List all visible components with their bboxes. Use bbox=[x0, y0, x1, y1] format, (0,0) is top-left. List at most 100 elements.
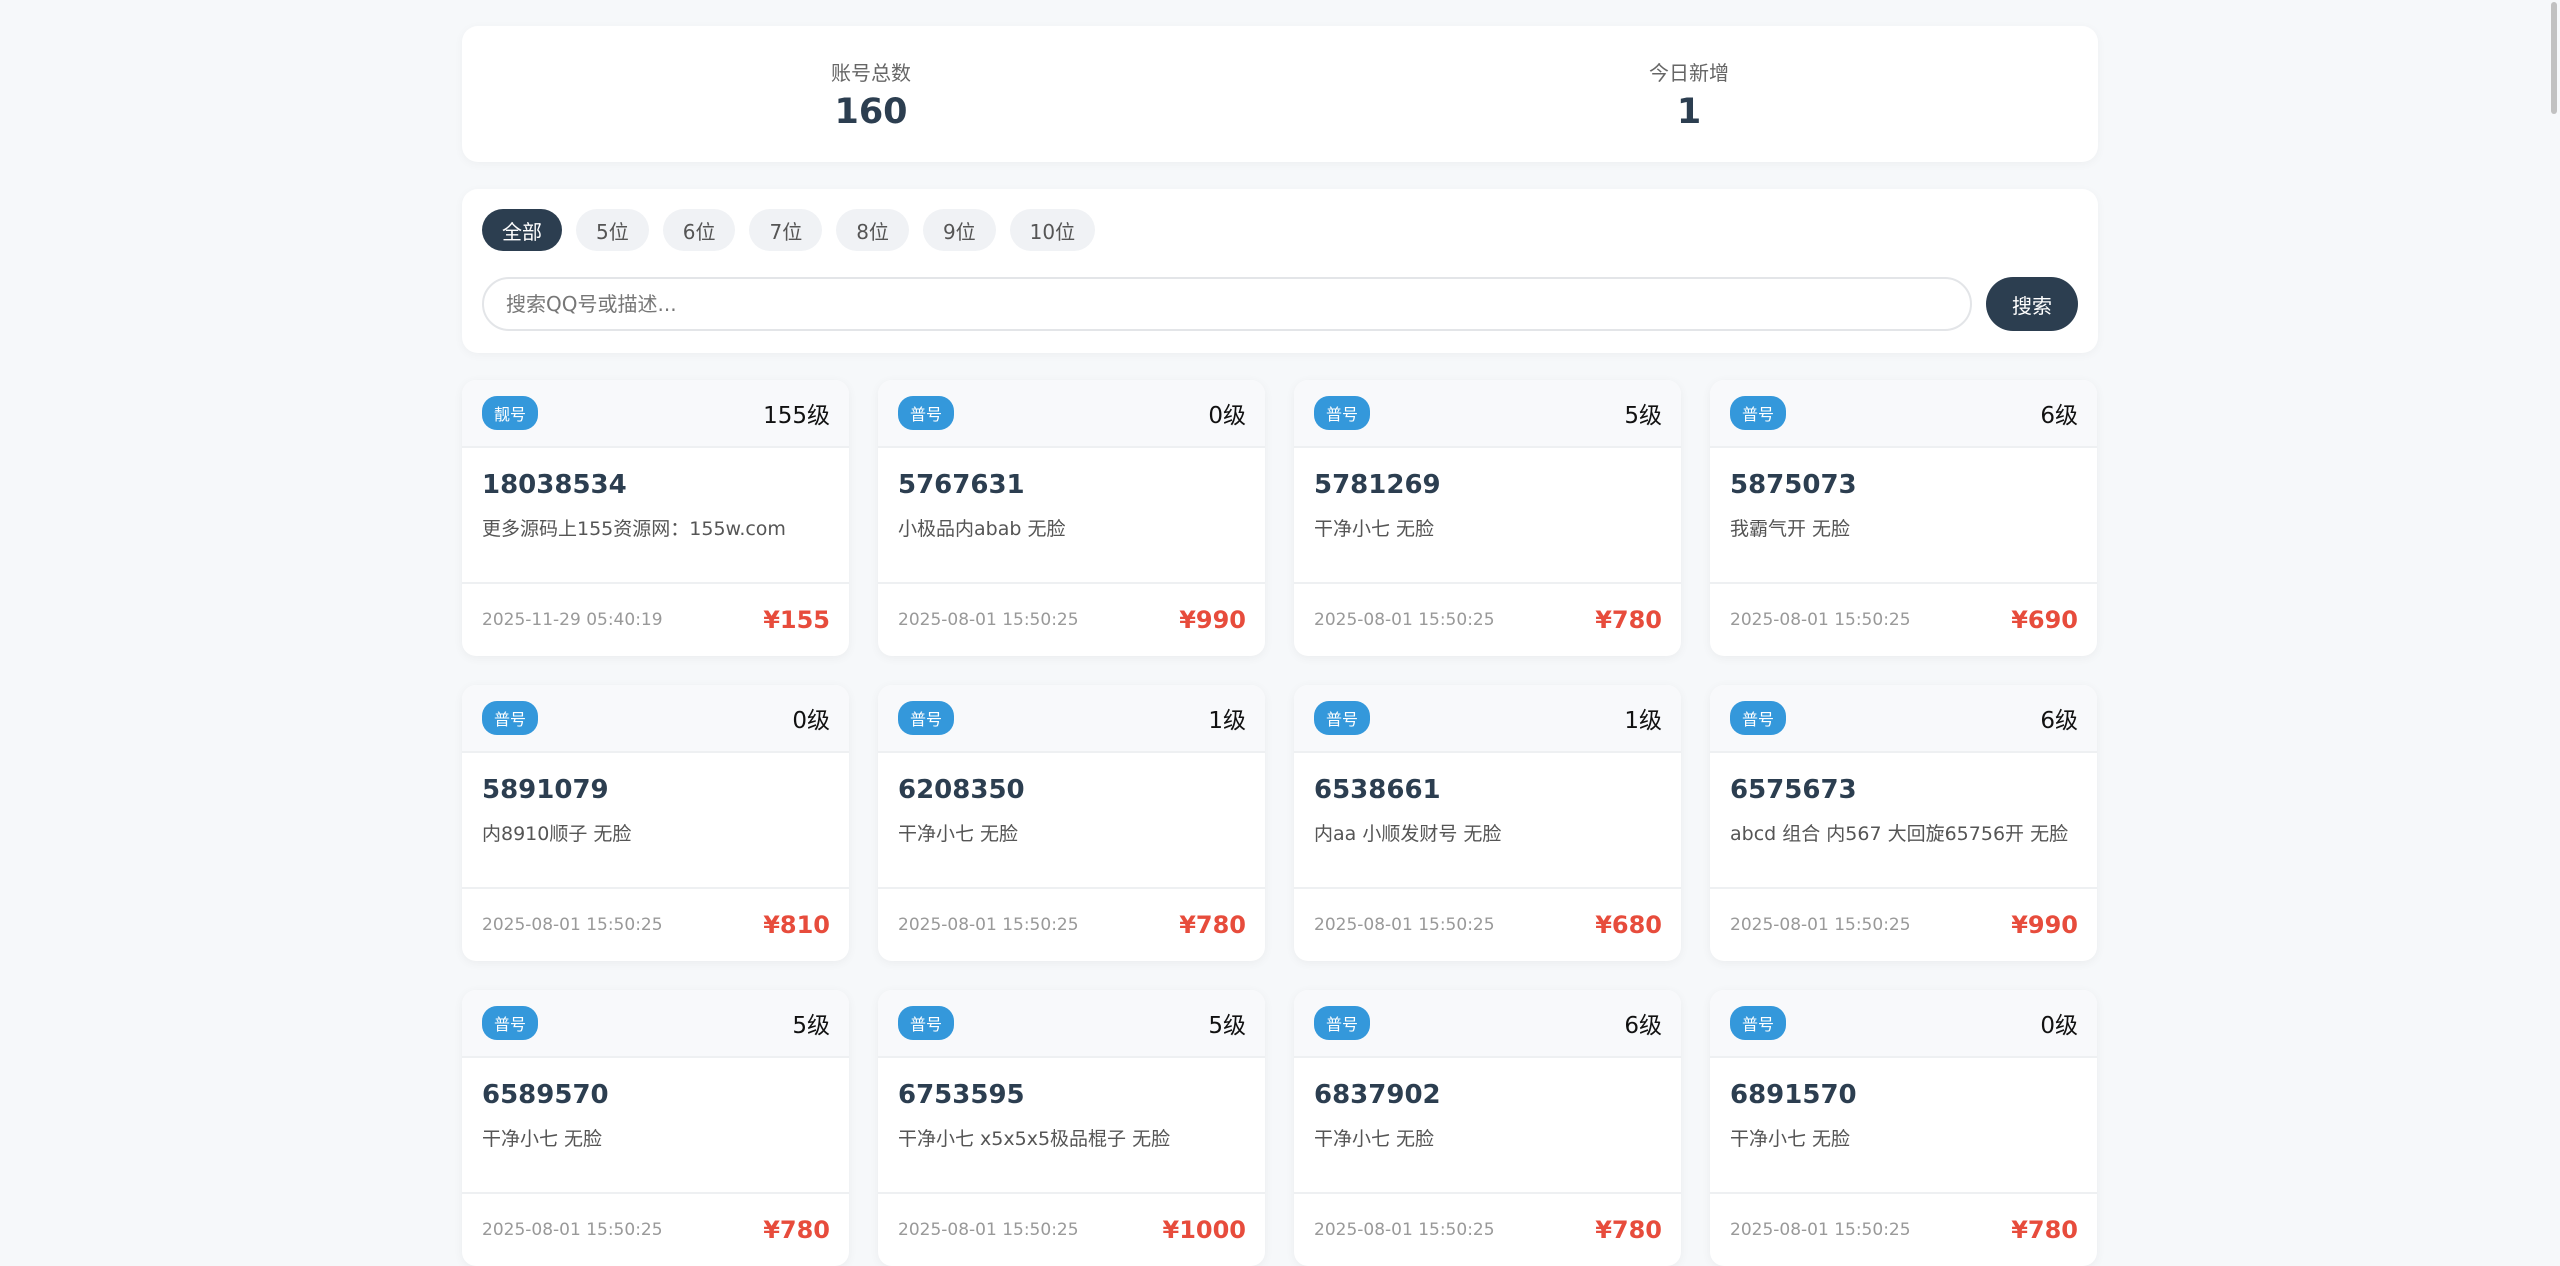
account-price: ¥780 bbox=[1595, 1216, 1662, 1244]
account-description: 干净小七 x5x5x5极品棍子 无脸 bbox=[898, 1128, 1171, 1150]
account-card[interactable]: 普号 0级 6891570 干净小七 无脸 2025-08-01 15:50:25 ¥78… bbox=[1710, 990, 2097, 1266]
account-description: 内8910顺子 无脸 bbox=[482, 823, 632, 845]
account-price: ¥780 bbox=[1595, 606, 1662, 634]
account-card[interactable]: 普号 6级 6575673 abcd 组合 内567 大回旋65756开 无脸 2025… bbox=[1710, 685, 2097, 961]
account-price: ¥780 bbox=[2011, 1216, 2078, 1244]
account-type-badge: 普号 bbox=[898, 396, 955, 430]
card-body: 18038534 更多源码上155资源网：155w.com bbox=[462, 448, 849, 584]
card-body: 5875073 我霸气开 无脸 bbox=[1710, 448, 2097, 584]
listing-date: 2025-08-01 15:50:25 bbox=[898, 610, 1079, 630]
listing-date: 2025-08-01 15:50:25 bbox=[1314, 610, 1495, 630]
account-description: 干净小七 无脸 bbox=[1730, 1128, 1851, 1150]
card-body: 6753595 干净小七 x5x5x5极品棍子 无脸 bbox=[878, 1058, 1265, 1194]
card-header: 普号 0级 bbox=[462, 685, 849, 753]
account-card[interactable]: 普号 0级 5767631 小极品内abab 无脸 2025-08-01 15:50:2… bbox=[878, 380, 1265, 656]
account-card[interactable]: 普号 6级 6837902 干净小七 无脸 2025-08-01 15:50:25 ¥78… bbox=[1294, 990, 1681, 1266]
account-card[interactable]: 普号 0级 5891079 内8910顺子 无脸 2025-08-01 15:50:25… bbox=[462, 685, 849, 961]
account-description: abcd 组合 内567 大回旋65756开 无脸 bbox=[1730, 823, 2069, 845]
card-footer: 2025-08-01 15:50:25 ¥780 bbox=[878, 889, 1265, 961]
account-level: 0级 bbox=[792, 708, 830, 734]
scrollbar[interactable] bbox=[2546, 0, 2560, 1249]
card-header: 靓号 155级 bbox=[462, 380, 849, 448]
filter-tab[interactable]: 6位 bbox=[662, 209, 736, 251]
account-level: 5级 bbox=[1624, 403, 1662, 429]
card-body: 5891079 内8910顺子 无脸 bbox=[462, 753, 849, 889]
account-level: 0级 bbox=[2040, 1013, 2078, 1039]
search-button[interactable]: 搜索 bbox=[1986, 277, 2078, 331]
qq-number: 6589570 bbox=[482, 1080, 609, 1110]
card-body: 5767631 小极品内abab 无脸 bbox=[878, 448, 1265, 584]
account-card[interactable]: 普号 5级 6753595 干净小七 x5x5x5极品棍子 无脸 2025-08-01 … bbox=[878, 990, 1265, 1266]
filter-tab[interactable]: 7位 bbox=[749, 209, 823, 251]
account-level: 1级 bbox=[1624, 708, 1662, 734]
account-level: 0级 bbox=[1208, 403, 1246, 429]
listing-date: 2025-11-29 05:40:19 bbox=[482, 610, 663, 630]
filter-tab[interactable]: 全部 bbox=[482, 209, 562, 251]
listing-date: 2025-08-01 15:50:25 bbox=[898, 1220, 1079, 1240]
listing-date: 2025-08-01 15:50:25 bbox=[1314, 1220, 1495, 1240]
account-description: 干净小七 无脸 bbox=[1314, 518, 1435, 540]
account-type-badge: 普号 bbox=[898, 1006, 955, 1040]
account-type-badge: 靓号 bbox=[482, 396, 539, 430]
card-body: 6837902 干净小七 无脸 bbox=[1294, 1058, 1681, 1194]
stat-label: 今日新增 bbox=[1649, 60, 1729, 85]
card-footer: 2025-08-01 15:50:25 ¥780 bbox=[1710, 1194, 2097, 1266]
listing-date: 2025-08-01 15:50:25 bbox=[898, 915, 1079, 935]
account-level: 1级 bbox=[1208, 708, 1246, 734]
account-card[interactable]: 普号 1级 6538661 内aa 小顺发财号 无脸 2025-08-01 15:50:… bbox=[1294, 685, 1681, 961]
card-footer: 2025-08-01 15:50:25 ¥1000 bbox=[878, 1194, 1265, 1266]
card-header: 普号 0级 bbox=[878, 380, 1265, 448]
listing-date: 2025-08-01 15:50:25 bbox=[1314, 915, 1495, 935]
account-level: 5级 bbox=[792, 1013, 830, 1039]
account-description: 我霸气开 无脸 bbox=[1730, 518, 1851, 540]
account-price: ¥1000 bbox=[1162, 1216, 1247, 1244]
account-price: ¥990 bbox=[1179, 606, 1246, 634]
qq-number: 5891079 bbox=[482, 775, 609, 805]
card-footer: 2025-08-01 15:50:25 ¥780 bbox=[1294, 1194, 1681, 1266]
account-price: ¥780 bbox=[763, 1216, 830, 1244]
account-card[interactable]: 普号 5级 5781269 干净小七 无脸 2025-08-01 15:50:25 ¥78… bbox=[1294, 380, 1681, 656]
stat-value: 1 bbox=[1676, 91, 1702, 132]
qq-number: 5767631 bbox=[898, 470, 1025, 500]
length-filter-tabs: 全部 5位 6位 7位 8位 9位 10位 bbox=[482, 209, 2078, 251]
account-description: 干净小七 无脸 bbox=[1314, 1128, 1435, 1150]
card-footer: 2025-08-01 15:50:25 ¥690 bbox=[1710, 584, 2097, 656]
card-footer: 2025-11-29 05:40:19 ¥155 bbox=[462, 584, 849, 656]
card-header: 普号 0级 bbox=[1710, 990, 2097, 1058]
account-grid: 靓号 155级 18038534 更多源码上155资源网：155w.com 2025-1… bbox=[462, 380, 2098, 1266]
filter-tab[interactable]: 10位 bbox=[1009, 209, 1096, 251]
account-card[interactable]: 普号 6级 5875073 我霸气开 无脸 2025-08-01 15:50:25 ¥69… bbox=[1710, 380, 2097, 656]
card-footer: 2025-08-01 15:50:25 ¥990 bbox=[1710, 889, 2097, 961]
account-type-badge: 普号 bbox=[1730, 701, 1787, 735]
card-footer: 2025-08-01 15:50:25 ¥780 bbox=[462, 1194, 849, 1266]
account-card[interactable]: 普号 5级 6589570 干净小七 无脸 2025-08-01 15:50:25 ¥78… bbox=[462, 990, 849, 1266]
card-footer: 2025-08-01 15:50:25 ¥780 bbox=[1294, 584, 1681, 656]
card-footer: 2025-08-01 15:50:25 ¥990 bbox=[878, 584, 1265, 656]
account-card[interactable]: 靓号 155级 18038534 更多源码上155资源网：155w.com 2025-1… bbox=[462, 380, 849, 656]
account-level: 5级 bbox=[1208, 1013, 1246, 1039]
card-header: 普号 6级 bbox=[1710, 380, 2097, 448]
account-type-badge: 普号 bbox=[1314, 701, 1371, 735]
scrollbar-thumb[interactable] bbox=[2551, 2, 2557, 114]
search-input[interactable] bbox=[482, 277, 1972, 331]
account-price: ¥690 bbox=[2011, 606, 2078, 634]
account-description: 更多源码上155资源网：155w.com bbox=[482, 518, 786, 540]
card-body: 6589570 干净小七 无脸 bbox=[462, 1058, 849, 1194]
filter-tab[interactable]: 8位 bbox=[836, 209, 909, 251]
account-card[interactable]: 普号 1级 6208350 干净小七 无脸 2025-08-01 15:50:25 ¥78… bbox=[878, 685, 1265, 961]
filter-tab[interactable]: 9位 bbox=[922, 209, 996, 251]
card-header: 普号 6级 bbox=[1294, 990, 1681, 1058]
stat-today-new: 今日新增 1 bbox=[1280, 26, 2098, 162]
account-price: ¥155 bbox=[763, 606, 830, 634]
filter-tab[interactable]: 5位 bbox=[576, 209, 649, 251]
filter-panel: 全部 5位 6位 7位 8位 9位 10位 搜索 bbox=[462, 189, 2098, 353]
qq-number: 6538661 bbox=[1314, 775, 1441, 805]
account-type-badge: 普号 bbox=[898, 701, 955, 735]
stat-total-accounts: 账号总数 160 bbox=[462, 26, 1280, 162]
card-header: 普号 5级 bbox=[462, 990, 849, 1058]
account-type-badge: 普号 bbox=[482, 1006, 539, 1040]
account-level: 6级 bbox=[2040, 708, 2078, 734]
qq-number: 5781269 bbox=[1314, 470, 1441, 500]
card-body: 6538661 内aa 小顺发财号 无脸 bbox=[1294, 753, 1681, 889]
listing-date: 2025-08-01 15:50:25 bbox=[1730, 915, 1911, 935]
